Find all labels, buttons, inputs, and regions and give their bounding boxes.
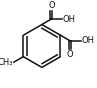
Text: OH: OH — [81, 36, 94, 45]
Text: O: O — [67, 50, 73, 59]
Text: OH: OH — [63, 15, 76, 24]
Text: O: O — [48, 1, 55, 10]
Text: CH₃: CH₃ — [0, 58, 13, 67]
